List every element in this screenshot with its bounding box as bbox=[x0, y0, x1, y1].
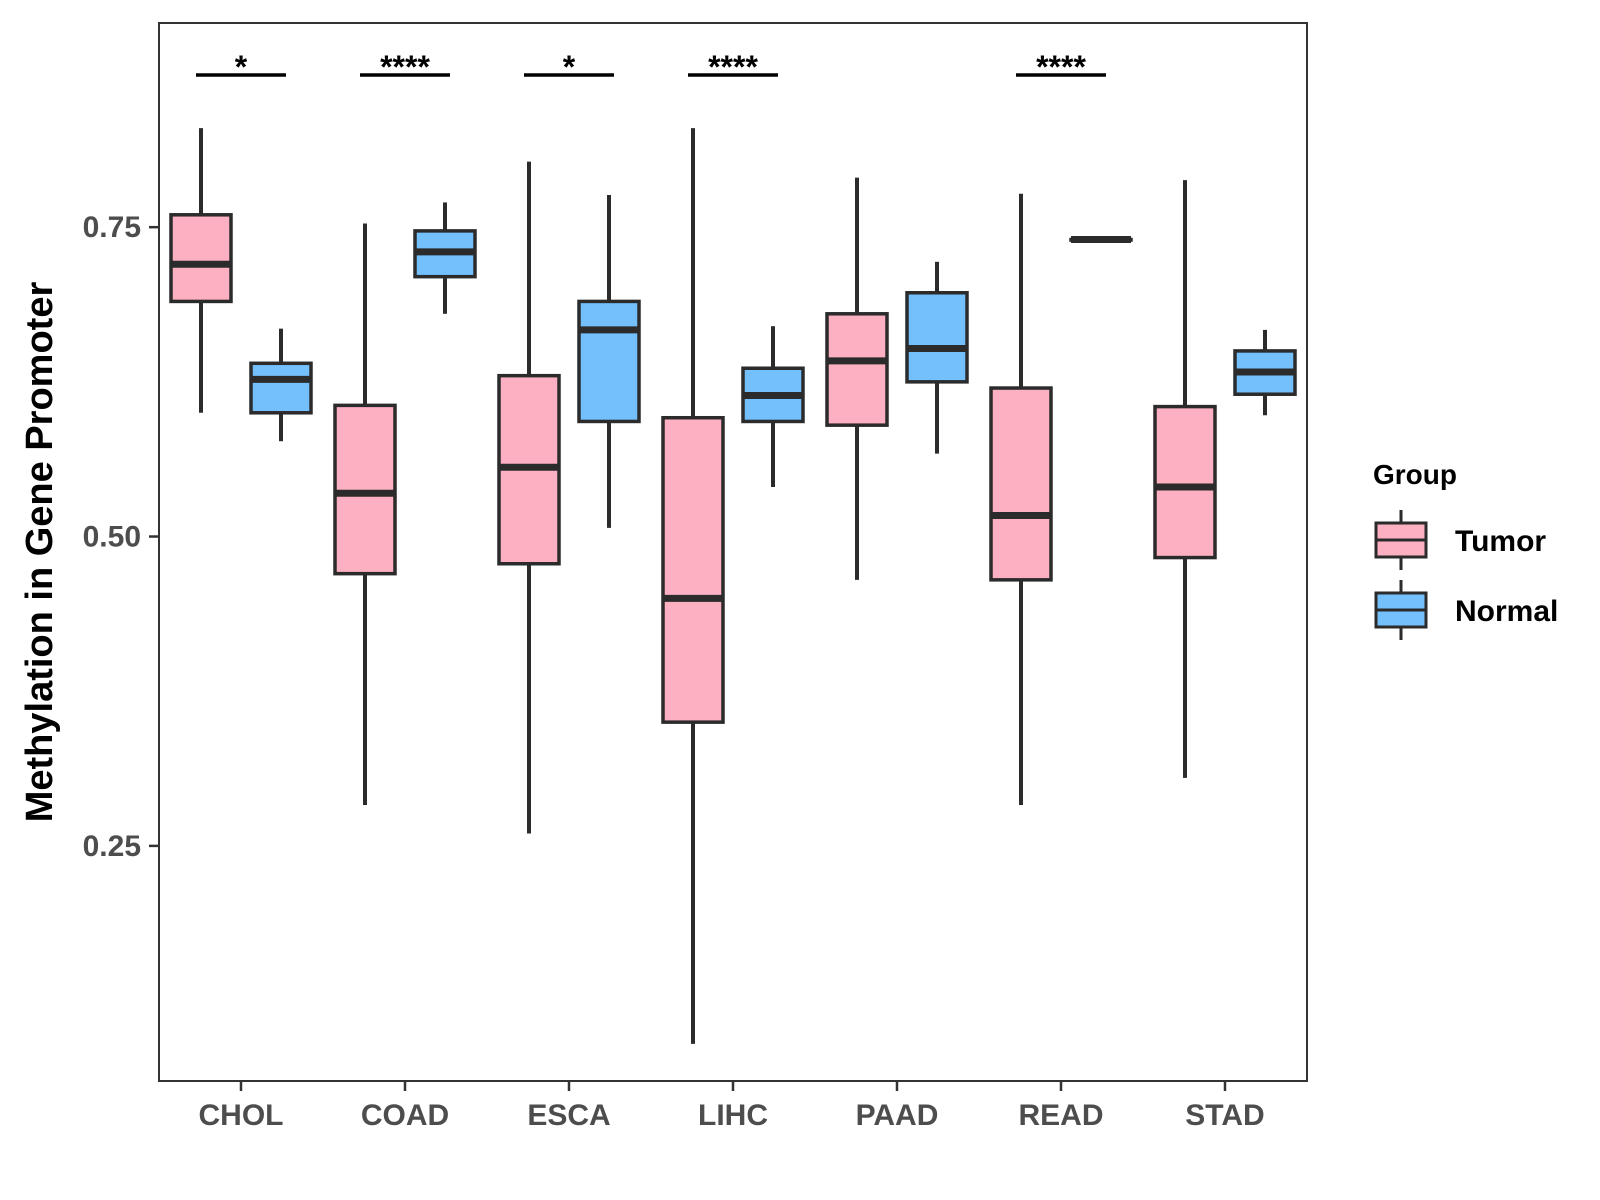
box-normal-chol bbox=[249, 328, 313, 442]
box-iqr bbox=[1153, 404, 1217, 560]
box-iqr bbox=[825, 312, 889, 427]
box-tumor-read bbox=[989, 193, 1053, 806]
box-tumor-chol bbox=[169, 128, 233, 413]
box-normal-stad bbox=[1233, 329, 1297, 416]
significance-lihc: **** bbox=[688, 49, 778, 85]
x-tick-label: CHOL bbox=[199, 1099, 284, 1132]
plot-area: * **** * **** **** bbox=[169, 49, 1297, 1044]
box-normal-coad bbox=[413, 202, 477, 314]
x-tick-label: ESCA bbox=[527, 1099, 610, 1132]
box-iqr bbox=[989, 386, 1053, 582]
y-tick-label: 0.25 bbox=[83, 830, 141, 863]
y-tick-label: 0.75 bbox=[83, 211, 141, 244]
box-normal-esca bbox=[577, 195, 641, 528]
box-iqr bbox=[169, 213, 233, 304]
box-iqr bbox=[577, 299, 641, 424]
box-tumor-paad bbox=[825, 177, 889, 580]
significance-chol: * bbox=[196, 49, 286, 85]
legend-title: Group bbox=[1373, 459, 1457, 490]
box-normal-lihc bbox=[741, 326, 805, 488]
box-tumor-coad bbox=[333, 223, 397, 806]
box-iqr bbox=[661, 415, 725, 724]
x-tick-label: COAD bbox=[361, 1099, 449, 1132]
significance-label: **** bbox=[380, 49, 430, 85]
legend-label: Normal bbox=[1455, 595, 1558, 628]
y-tick-label: 0.50 bbox=[83, 521, 141, 554]
x-tick-label: LIHC bbox=[698, 1099, 768, 1132]
x-tick-label: STAD bbox=[1185, 1099, 1264, 1132]
significance-label: * bbox=[235, 49, 248, 85]
legend-label: Tumor bbox=[1455, 525, 1546, 558]
axes: 0.25 0.50 0.75 CHOL COAD ESCA LIHC PAAD READ STAD… bbox=[19, 22, 1308, 1132]
box-iqr bbox=[249, 361, 313, 415]
legend-item-tumor: Tumor bbox=[1374, 510, 1546, 570]
significance-coad: **** bbox=[360, 49, 450, 85]
significance-label: **** bbox=[1036, 49, 1086, 85]
x-tick-label: PAAD bbox=[856, 1099, 939, 1132]
box-tumor-lihc bbox=[661, 128, 725, 1044]
significance-esca: * bbox=[524, 49, 614, 85]
legend: Group Tumor Normal bbox=[1373, 459, 1558, 640]
x-tick-label: READ bbox=[1018, 1099, 1103, 1132]
box-iqr bbox=[905, 291, 969, 384]
significance-label: **** bbox=[708, 49, 758, 85]
legend-item-normal: Normal bbox=[1374, 580, 1558, 640]
box-normal-read bbox=[1069, 236, 1133, 244]
y-axis-title: Methylation in Gene Promoter bbox=[19, 282, 61, 823]
box-tumor-esca bbox=[497, 161, 561, 834]
panel-border bbox=[158, 22, 1308, 1082]
box-tumor-stad bbox=[1153, 180, 1217, 778]
box-iqr bbox=[333, 403, 397, 576]
significance-read: **** bbox=[1016, 49, 1106, 85]
box-normal-paad bbox=[905, 261, 969, 454]
significance-label: * bbox=[563, 49, 576, 85]
